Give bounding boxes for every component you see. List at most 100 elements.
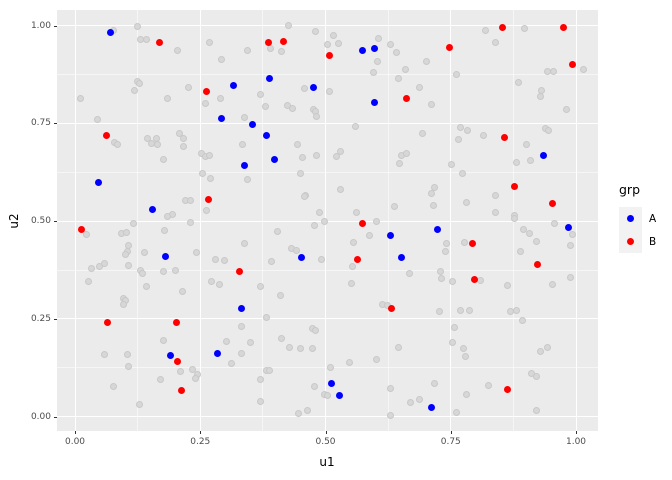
x-tick-label: 0.25	[190, 437, 211, 447]
background-point	[566, 273, 574, 281]
data-point-B	[402, 94, 410, 102]
gridline-major-v	[74, 10, 76, 431]
background-point	[257, 398, 265, 406]
background-point	[310, 221, 318, 229]
legend-key-A	[619, 207, 642, 230]
background-point	[256, 282, 264, 290]
background-point	[285, 22, 293, 30]
background-point	[568, 231, 576, 239]
background-point	[390, 203, 398, 211]
gridline-minor-v	[262, 10, 264, 431]
background-point	[313, 113, 321, 121]
background-point	[431, 184, 439, 192]
background-point	[349, 239, 357, 247]
background-point	[549, 67, 557, 75]
background-point	[337, 186, 345, 194]
legend-label-B: B	[649, 235, 657, 248]
background-point	[159, 268, 167, 276]
background-point	[239, 140, 247, 148]
background-point	[216, 94, 224, 102]
background-point	[228, 359, 236, 367]
background-point	[533, 372, 541, 380]
x-tick-label: 1.00	[565, 437, 587, 447]
background-point	[416, 83, 424, 91]
x-tick-label: 0.75	[440, 437, 461, 447]
background-point	[416, 396, 424, 404]
background-point	[293, 246, 301, 254]
background-point	[453, 409, 461, 417]
background-point	[100, 350, 108, 358]
data-point-A	[241, 162, 249, 170]
background-point	[345, 358, 353, 366]
background-point	[244, 175, 252, 183]
background-point	[206, 38, 214, 46]
background-point	[160, 156, 168, 164]
background-point	[186, 197, 194, 205]
background-point	[523, 141, 531, 149]
background-point	[156, 375, 164, 383]
plot-panel	[57, 10, 598, 431]
data-point-A	[149, 206, 157, 214]
background-point	[462, 199, 470, 207]
background-point	[456, 307, 464, 315]
data-point-A	[434, 226, 442, 234]
background-point	[130, 219, 138, 227]
background-point	[375, 35, 383, 43]
data-point-B	[265, 39, 273, 46]
background-point	[330, 32, 338, 40]
background-point	[140, 249, 148, 257]
background-point	[491, 191, 499, 199]
background-point	[533, 407, 541, 415]
background-point	[152, 134, 160, 142]
background-point	[332, 153, 340, 161]
data-point-A	[270, 155, 278, 163]
background-point	[323, 40, 331, 48]
background-point	[136, 400, 144, 408]
gridline-minor-h	[57, 74, 598, 76]
background-point	[246, 339, 254, 347]
background-point	[188, 365, 196, 373]
data-point-B	[172, 318, 180, 326]
data-point-A	[237, 304, 245, 312]
background-point	[312, 28, 320, 36]
background-point	[428, 190, 436, 198]
data-point-A	[214, 349, 222, 357]
background-point	[370, 69, 378, 77]
background-point	[294, 141, 302, 149]
background-point	[300, 193, 308, 201]
background-point	[461, 239, 469, 247]
background-point	[313, 152, 321, 159]
background-point	[429, 202, 437, 210]
background-point	[113, 141, 121, 149]
x-tick-mark	[200, 431, 202, 434]
background-point	[138, 269, 146, 277]
background-point	[133, 22, 141, 30]
background-point	[77, 95, 84, 103]
data-point-B	[77, 226, 85, 234]
data-point-A	[248, 120, 256, 128]
background-point	[163, 213, 171, 221]
background-point	[223, 338, 231, 346]
data-point-B	[504, 385, 512, 393]
background-point	[519, 317, 527, 324]
background-point	[326, 88, 333, 96]
background-point	[406, 269, 414, 277]
data-point-B	[326, 52, 333, 60]
background-point	[192, 248, 200, 256]
y-tick-mark	[54, 318, 57, 320]
data-point-A	[564, 223, 572, 231]
background-point	[395, 159, 403, 167]
background-point	[142, 282, 150, 290]
background-point	[177, 368, 185, 376]
y-tick-label: 0.75	[30, 118, 51, 129]
background-point	[175, 129, 183, 137]
background-point	[450, 323, 458, 331]
data-point-B	[279, 38, 287, 46]
data-point-A	[370, 45, 378, 53]
background-point	[562, 105, 570, 113]
gridline-major-v	[199, 10, 201, 431]
background-point	[265, 367, 273, 375]
x-tick-label: 0.00	[64, 437, 86, 447]
y-tick-mark	[54, 123, 57, 125]
data-point-B	[559, 24, 567, 32]
